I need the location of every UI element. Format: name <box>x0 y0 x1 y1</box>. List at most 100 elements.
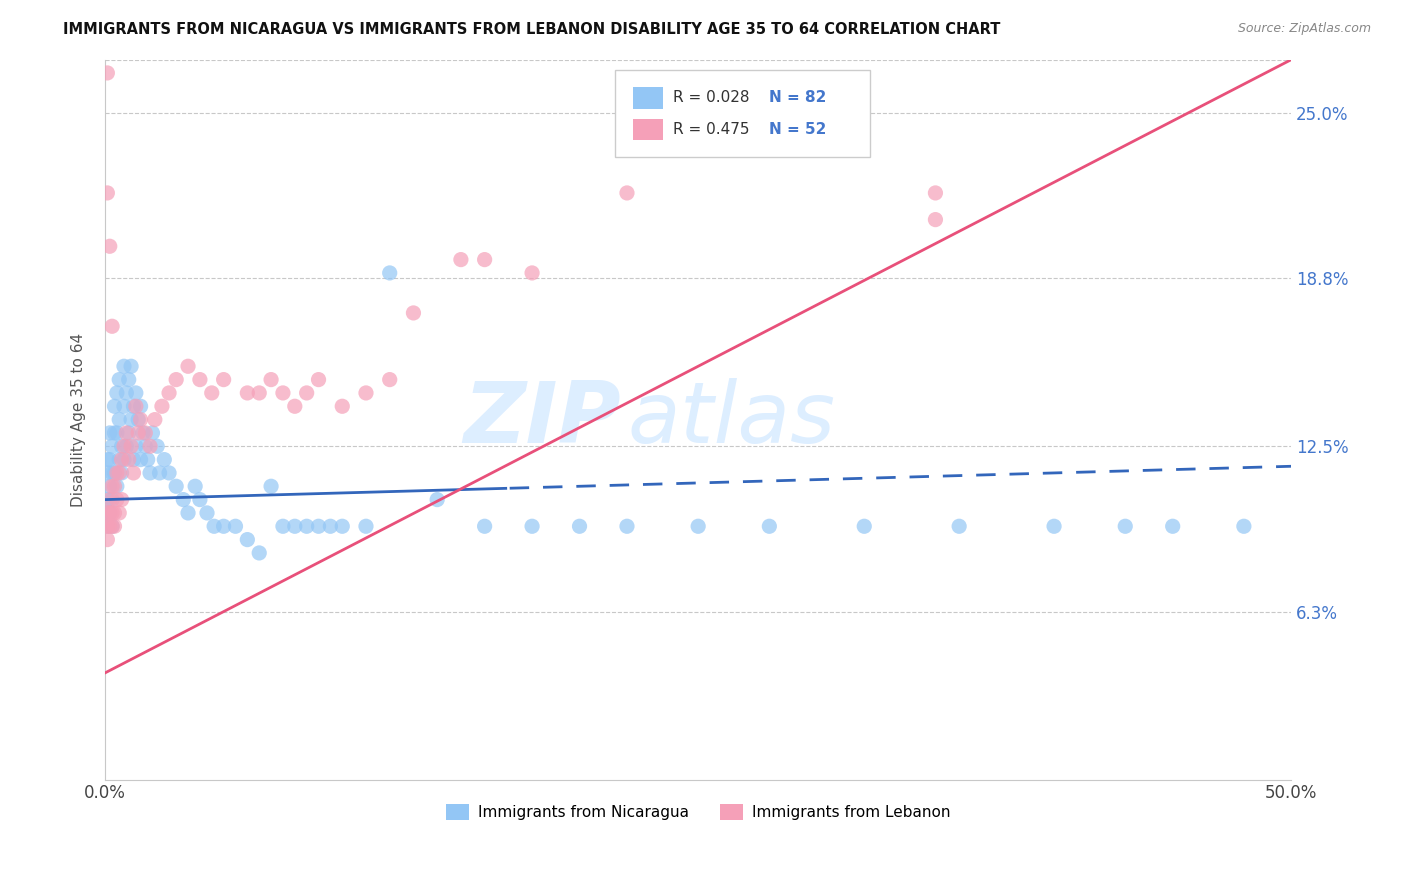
Point <box>450 252 472 267</box>
Point <box>139 466 162 480</box>
Point <box>616 519 638 533</box>
Point <box>98 492 121 507</box>
Point <box>688 519 710 533</box>
Point <box>284 519 307 533</box>
Point <box>308 519 330 533</box>
Point <box>202 519 225 533</box>
Point <box>125 386 148 401</box>
Point <box>96 506 118 520</box>
Point <box>188 373 211 387</box>
Point <box>853 519 876 533</box>
Point <box>98 506 121 520</box>
Text: Source: ZipAtlas.com: Source: ZipAtlas.com <box>1237 22 1371 36</box>
Point <box>103 466 125 480</box>
Point <box>129 412 152 426</box>
Point <box>105 466 128 480</box>
Legend: Immigrants from Nicaragua, Immigrants from Lebanon: Immigrants from Nicaragua, Immigrants fr… <box>440 797 956 826</box>
FancyBboxPatch shape <box>633 119 662 140</box>
Point <box>96 186 118 200</box>
Point <box>134 439 156 453</box>
Point <box>758 519 780 533</box>
Point <box>260 373 283 387</box>
Point <box>112 359 135 374</box>
Point <box>295 519 318 533</box>
Point <box>122 452 145 467</box>
Point <box>98 239 121 253</box>
Point <box>295 386 318 401</box>
Point <box>520 519 543 533</box>
Point <box>96 66 118 80</box>
Point <box>122 399 145 413</box>
Point <box>1161 519 1184 533</box>
Point <box>330 519 353 533</box>
Point <box>98 506 121 520</box>
Point <box>98 479 121 493</box>
Point <box>236 533 259 547</box>
Point <box>157 466 180 480</box>
Point <box>271 519 294 533</box>
Point <box>212 519 235 533</box>
Point <box>98 425 121 440</box>
Point <box>103 506 125 520</box>
Point <box>115 439 138 453</box>
Y-axis label: Disability Age 35 to 64: Disability Age 35 to 64 <box>72 333 86 507</box>
Point <box>129 452 152 467</box>
Point <box>108 373 131 387</box>
Point <box>118 425 141 440</box>
Point <box>150 399 173 413</box>
Text: R = 0.028: R = 0.028 <box>673 90 749 105</box>
Point <box>426 492 449 507</box>
Point <box>103 399 125 413</box>
FancyBboxPatch shape <box>614 70 870 157</box>
Point <box>96 452 118 467</box>
Point <box>112 439 135 453</box>
Point <box>153 452 176 467</box>
Point <box>1233 519 1256 533</box>
Point <box>247 546 270 560</box>
Point <box>103 519 125 533</box>
Point <box>141 425 163 440</box>
Point <box>108 412 131 426</box>
Point <box>125 439 148 453</box>
Text: R = 0.475: R = 0.475 <box>673 122 749 137</box>
Point <box>127 412 149 426</box>
Point <box>354 519 377 533</box>
Point <box>224 519 246 533</box>
Point <box>474 252 496 267</box>
Point <box>105 425 128 440</box>
Point <box>112 452 135 467</box>
Point <box>101 319 124 334</box>
Text: IMMIGRANTS FROM NICARAGUA VS IMMIGRANTS FROM LEBANON DISABILITY AGE 35 TO 64 COR: IMMIGRANTS FROM NICARAGUA VS IMMIGRANTS … <box>63 22 1001 37</box>
Point <box>157 386 180 401</box>
Point <box>308 373 330 387</box>
Point <box>378 373 401 387</box>
Point <box>96 519 118 533</box>
Point <box>948 519 970 533</box>
Point <box>101 439 124 453</box>
Point <box>924 212 946 227</box>
Point <box>108 466 131 480</box>
Point <box>105 386 128 401</box>
Text: atlas: atlas <box>627 378 835 461</box>
Point <box>1043 519 1066 533</box>
Point <box>284 399 307 413</box>
Point <box>108 506 131 520</box>
Point <box>378 266 401 280</box>
Point <box>110 492 132 507</box>
Point <box>122 466 145 480</box>
Point <box>177 506 200 520</box>
Point <box>96 506 118 520</box>
Point <box>110 439 132 453</box>
Text: N = 82: N = 82 <box>769 90 827 105</box>
Point <box>1114 519 1136 533</box>
Text: N = 52: N = 52 <box>769 122 827 137</box>
Point <box>271 386 294 401</box>
Point <box>103 425 125 440</box>
Point <box>101 466 124 480</box>
Point <box>236 386 259 401</box>
Point <box>212 373 235 387</box>
Point <box>110 452 132 467</box>
Point <box>354 386 377 401</box>
Point <box>96 492 118 507</box>
Point <box>146 439 169 453</box>
